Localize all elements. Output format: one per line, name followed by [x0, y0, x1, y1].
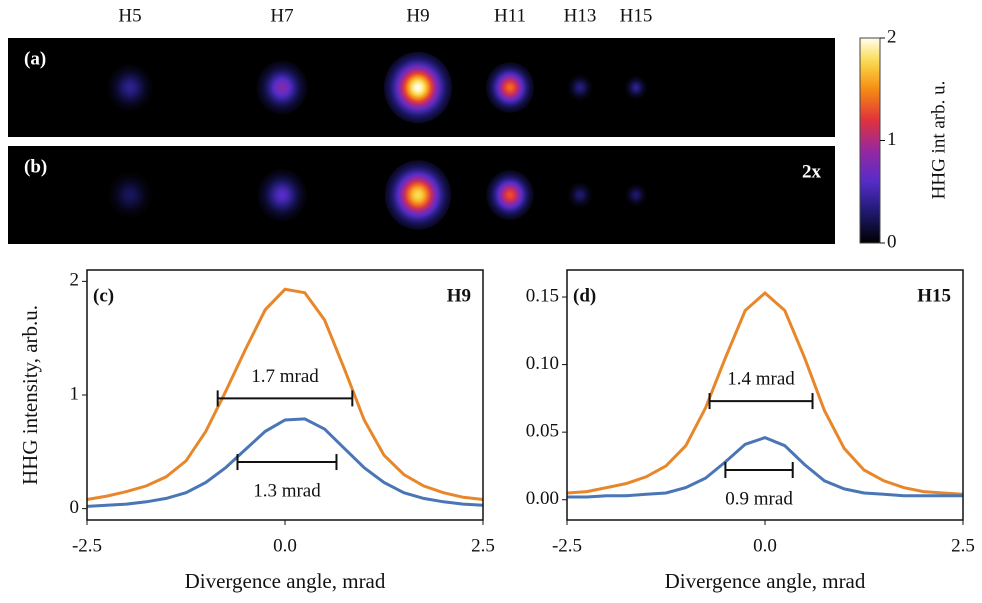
width-label: 1.3 mrad [253, 480, 321, 501]
y-tick-label: 0.00 [526, 488, 559, 509]
figure: H5 H7 H9 H11 H13 H15 (a) (b) 2x 0 1 2 HHG int arb. u… [0, 0, 982, 603]
x-axis-label: Divergence angle, mrad [185, 569, 386, 593]
panel-label: (c) [93, 285, 114, 306]
panel-label: (b) [24, 156, 47, 177]
line-series [87, 289, 483, 499]
harmonic-spot [625, 183, 647, 206]
harmonic-spot [567, 74, 592, 101]
y-tick-label: 0 [70, 497, 80, 518]
harmonic-label: H15 [620, 5, 653, 26]
harmonic-spot [384, 52, 452, 123]
harmonic-spot [108, 172, 152, 218]
x-axis-label: Divergence angle, mrad [665, 569, 866, 593]
y-axis-label: HHG intensity, arb.u. [18, 305, 42, 485]
x-tick-label: -2.5 [72, 535, 102, 556]
colorbar-tick-label: 1 [887, 129, 897, 150]
y-tick-label: 0.15 [526, 285, 559, 306]
panel-annotation: 2x [802, 161, 822, 182]
y-tick-label: 1 [70, 383, 80, 404]
colorbar [860, 38, 880, 243]
panel-label: (a) [24, 48, 46, 69]
colorbar-tick-label: 2 [887, 26, 897, 47]
harmonic-spot [385, 160, 451, 230]
x-tick-label: 0.0 [273, 535, 297, 556]
x-tick-label: 0.0 [753, 535, 777, 556]
colorbar-tick-label: 0 [887, 231, 897, 252]
width-label: 1.7 mrad [251, 366, 319, 387]
y-tick-label: 0.10 [526, 353, 559, 374]
harmonic-label: H11 [494, 5, 526, 26]
harmonic-spot [108, 64, 153, 111]
harmonic-spot [486, 62, 534, 113]
harmonic-spot [257, 61, 308, 115]
panel-label: (d) [573, 285, 596, 306]
harmonic-label: H5 [118, 5, 141, 26]
harmonic-spot [625, 76, 647, 100]
x-tick-label: 2.5 [471, 535, 495, 556]
x-tick-label: 2.5 [951, 535, 975, 556]
width-label: 1.4 mrad [727, 368, 795, 389]
harmonic-spot [567, 182, 592, 208]
width-label: 0.9 mrad [725, 488, 793, 509]
harmonic-label: H13 [564, 5, 597, 26]
x-tick-label: -2.5 [552, 535, 582, 556]
harmonic-spot [257, 169, 307, 221]
panel-annotation: H15 [917, 285, 951, 306]
line-series [567, 293, 963, 494]
y-tick-label: 0.05 [526, 421, 559, 442]
harmonic-label: H7 [270, 5, 293, 26]
panel-annotation: H9 [447, 285, 471, 306]
harmonic-spot [486, 170, 533, 220]
y-tick-label: 2 [70, 270, 80, 291]
harmonic-label: H9 [406, 5, 429, 26]
colorbar-label: HHG int arb. u. [928, 81, 949, 200]
